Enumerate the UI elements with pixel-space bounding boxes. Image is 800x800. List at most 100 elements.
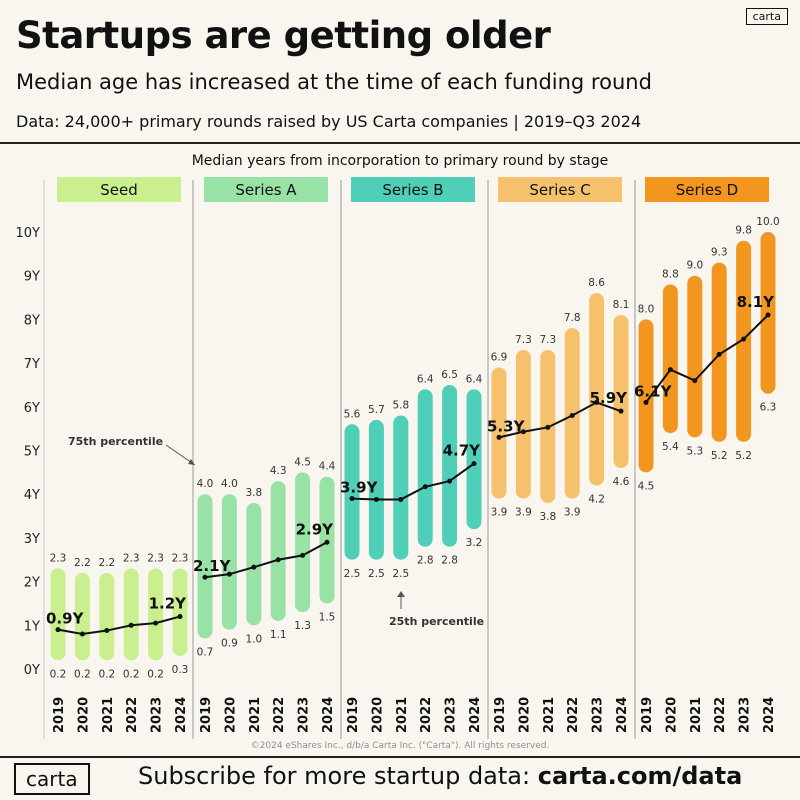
x-tick-label: 2024 [762,697,777,733]
median-point [104,628,110,634]
p75-label: 9.3 [711,247,728,259]
p25-label: 2.8 [441,555,458,567]
p75-label: 6.4 [466,373,483,385]
p25-label: 3.8 [539,511,556,523]
top-divider [0,142,800,144]
x-tick-label: 2023 [738,697,753,733]
range-bar-series-a [246,502,262,626]
median-point [667,367,673,373]
group-header-label-series-b: Series B [382,181,443,199]
median-point [373,496,379,502]
p75-label: 9.0 [686,260,703,272]
median-point [594,399,600,405]
p75-label: 9.8 [735,225,752,237]
p75-label: 8.8 [662,268,679,280]
x-tick-label: 2022 [125,697,140,733]
y-tick-label: 9Y [24,270,40,285]
bottom-divider [0,756,800,758]
p25-label: 5.2 [735,450,752,462]
median-point [128,622,134,628]
p25-label: 3.9 [564,507,581,519]
y-tick-label: 5Y [24,445,40,460]
p25-label: 4.6 [613,476,630,488]
group-header-label-seed: Seed [100,181,138,199]
x-tick-label: 2021 [542,697,557,733]
median-line-series-a [204,541,328,579]
y-tick-label: 3Y [24,532,40,547]
range-bar-series-b [393,415,409,560]
x-tick-label: 2023 [591,697,606,733]
x-tick-label: 2022 [566,697,581,733]
p25-label: 2.8 [417,555,434,567]
p25-label: 1.1 [270,629,287,641]
median-point [716,351,722,357]
group-header-label-series-a: Series A [235,181,297,199]
x-tick-label: 2024 [321,697,336,733]
footer-carta-logo: carta [14,763,90,795]
x-tick-label: 2019 [640,697,655,733]
page-title: Startups are getting older [16,14,551,57]
median-point [202,574,208,580]
annotation-p75-arrowhead [188,459,195,465]
p75-label: 8.0 [638,303,655,315]
x-tick-label: 2020 [517,697,532,733]
carta-logo: carta [745,8,788,25]
p75-label: 4.0 [197,478,214,490]
p75-label: 2.3 [123,552,140,564]
x-tick-label: 2019 [346,697,361,733]
x-tick-label: 2022 [419,697,434,733]
median-point [545,424,551,430]
median-label-first: 2.1Y [193,557,232,575]
p25-label: 6.3 [760,402,777,414]
x-tick-label: 2019 [493,697,508,733]
p75-label: 6.4 [417,373,434,385]
median-point [79,631,85,637]
p75-label: 2.3 [172,552,189,564]
p75-label: 5.8 [392,400,409,412]
x-tick-label: 2023 [444,697,459,733]
x-tick-label: 2023 [150,697,165,733]
median-point [447,478,453,484]
median-point [349,496,355,502]
p75-label: 6.5 [441,369,458,381]
p75-label: 6.9 [491,351,508,363]
chart-title: Median years from incorporation to prima… [192,153,609,169]
median-point [643,399,649,405]
annotation-p75: 75th percentile [68,435,163,448]
p75-label: 7.3 [515,334,532,346]
range-bar-seed [172,568,188,656]
group-header-series-b [351,177,475,202]
p25-label: 2.5 [392,568,409,580]
subscribe-link[interactable]: carta.com/data [537,762,743,790]
median-label-last: 5.9Y [590,389,629,407]
median-point [741,336,747,342]
p25-label: 1.5 [319,611,336,623]
range-bar-seed [148,568,164,661]
median-point [765,312,771,318]
median-label-first: 3.9Y [340,479,379,497]
y-tick-label: 0Y [24,663,40,678]
p25-label: 5.2 [711,450,728,462]
p75-label: 2.2 [98,557,115,569]
range-bar-seed [123,568,139,661]
x-tick-label: 2022 [272,697,287,733]
y-tick-label: 4Y [24,488,40,503]
median-point [153,620,159,626]
range-chart: Median years from incorporation to prima… [16,153,780,739]
range-bar-series-b [417,389,433,547]
range-bar-series-b [368,419,384,560]
median-point [520,429,526,435]
range-bar-series-c [515,349,531,499]
p25-label: 0.7 [197,646,214,658]
median-line-series-c [498,401,622,439]
p25-label: 0.2 [123,668,140,680]
range-bar-series-a [221,494,237,630]
median-line-series-b [351,462,475,501]
median-point [226,571,232,577]
x-tick-label: 2020 [223,697,238,733]
x-tick-label: 2022 [713,697,728,733]
x-tick-label: 2020 [370,697,385,733]
subscribe-cta: Subscribe for more startup data: carta.c… [138,762,742,790]
median-label-first: 6.1Y [634,382,673,400]
p75-label: 3.8 [245,487,262,499]
